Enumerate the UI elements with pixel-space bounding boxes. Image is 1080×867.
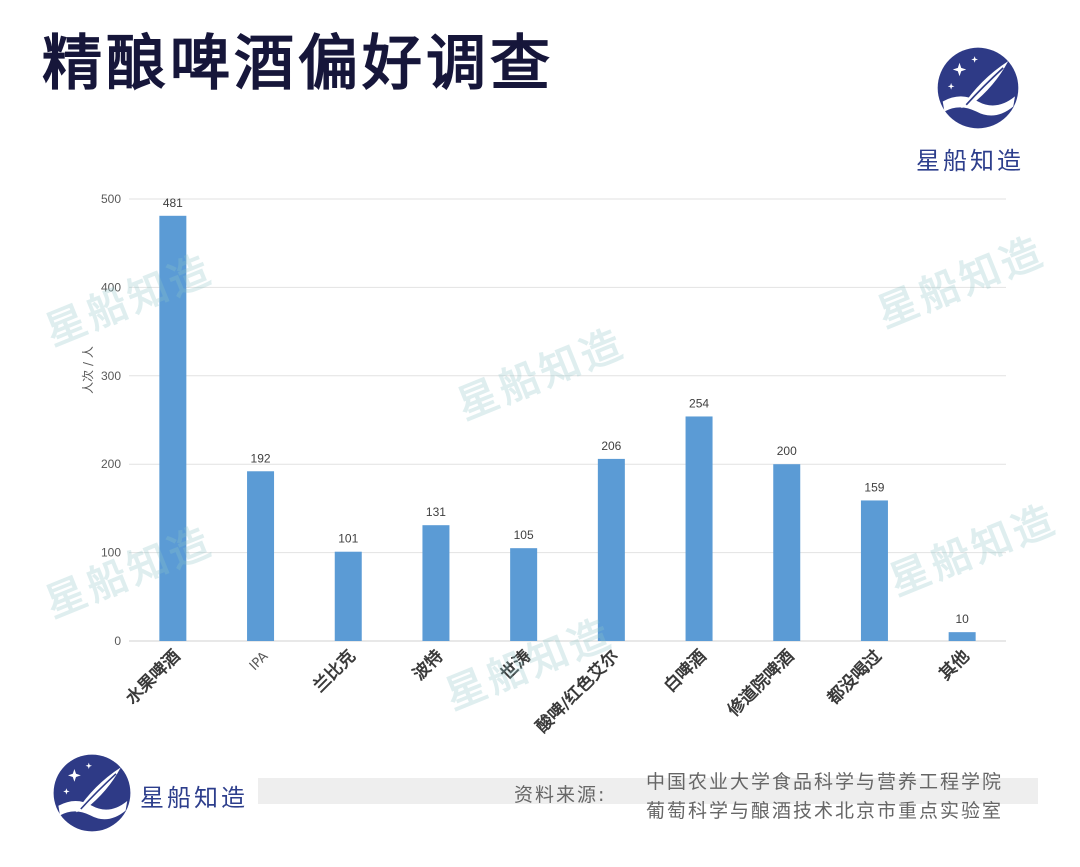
x-tick-label: 都没喝过 — [822, 646, 886, 710]
page-title: 精酿啤酒偏好调查 — [42, 29, 554, 99]
bar — [948, 632, 976, 641]
y-tick-label: 100 — [101, 546, 121, 560]
y-tick-label: 200 — [101, 457, 121, 471]
x-tick-label: 其他 — [935, 646, 974, 685]
x-tick-label: 酸啤/红色艾尔 — [532, 646, 623, 737]
footer-brand-name: 星船知造 — [140, 784, 248, 812]
x-tick-label: 世涛 — [496, 646, 535, 685]
data-label: 10 — [955, 612, 969, 626]
y-tick-label: 400 — [101, 280, 121, 294]
x-tick-label: 水果啤酒 — [121, 646, 184, 709]
bar — [685, 416, 713, 641]
data-label: 192 — [251, 451, 271, 465]
x-tick-label: IPA — [247, 649, 272, 674]
x-tick-label: 修道院啤酒 — [723, 646, 799, 722]
source-line: 中国农业大学食品科学与营养工程学院 — [646, 771, 1004, 793]
x-tick-label: 白啤酒 — [660, 646, 711, 697]
data-label: 159 — [864, 480, 884, 494]
bar — [510, 548, 538, 641]
y-axis-label: 人次 / 人 — [81, 346, 95, 394]
y-tick-label: 300 — [101, 369, 121, 383]
data-label: 200 — [777, 444, 797, 458]
bar — [860, 500, 888, 641]
bar — [773, 464, 801, 641]
bar-chart: 0 100 200 300 400 500 人次 / 人 481 水果啤酒 192 IPA 101 兰比… — [81, 192, 1006, 737]
data-label: 254 — [689, 396, 709, 410]
data-label: 101 — [338, 532, 358, 546]
source-label: 资料来源: — [514, 784, 607, 806]
data-label: 131 — [426, 505, 446, 519]
brand-logo-icon — [53, 754, 131, 832]
bar — [334, 551, 362, 641]
data-label: 105 — [514, 528, 534, 542]
source-line: 葡萄科学与酿酒技术北京市重点实验室 — [646, 800, 1004, 822]
brand-logo-icon — [937, 47, 1019, 129]
bar — [597, 458, 625, 641]
y-tick-label: 500 — [101, 192, 121, 206]
brand-name: 星船知造 — [916, 147, 1024, 175]
source-text: 中国农业大学食品科学与营养工程学院 葡萄科学与酿酒技术北京市重点实验室 — [646, 768, 1003, 826]
bar — [159, 215, 187, 641]
data-label: 206 — [601, 439, 621, 453]
footer-bar — [258, 778, 1038, 804]
x-tick-label: 波特 — [409, 646, 448, 685]
x-tick-label: 兰比克 — [309, 646, 360, 697]
bar — [247, 471, 275, 641]
data-label: 481 — [163, 196, 183, 210]
y-tick-label: 0 — [114, 634, 121, 648]
bar — [422, 525, 450, 641]
